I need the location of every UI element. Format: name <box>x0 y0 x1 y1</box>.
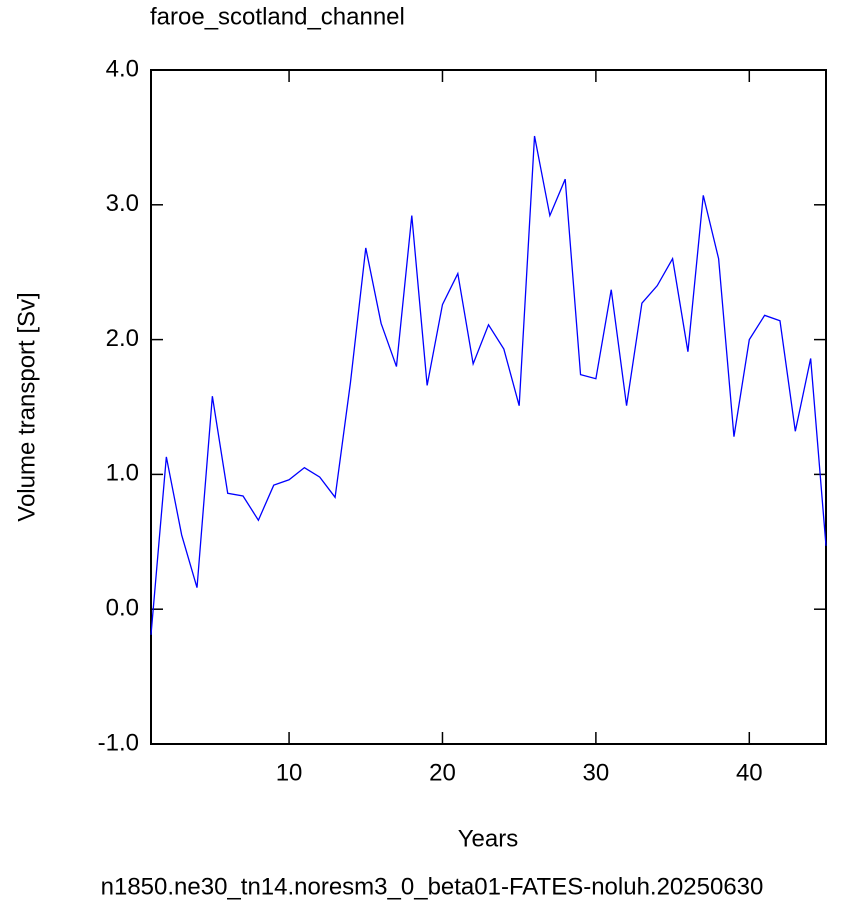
y-tick-label: -1.0 <box>98 729 139 756</box>
y-tick-label: 2.0 <box>106 325 139 352</box>
x-tick-label: 20 <box>429 759 456 786</box>
x-axis-label: Years <box>458 825 519 852</box>
y-tick-label: 0.0 <box>106 595 139 622</box>
plot-frame <box>150 69 827 745</box>
y-tick-label: 4.0 <box>106 55 139 82</box>
y-tick-label: 1.0 <box>106 460 139 487</box>
footer: n1850.ne30_tn14.noresm3_0_beta01-FATES-n… <box>101 873 764 900</box>
x-tick-label: 40 <box>736 759 763 786</box>
y-tick-label: 3.0 <box>106 190 139 217</box>
data-line <box>150 135 827 635</box>
chart-title: faroe_scotland_channel <box>150 3 405 30</box>
y-axis-label: Volume transport [Sv] <box>13 292 40 521</box>
x-tick-label: 30 <box>583 759 610 786</box>
x-tick-label: 10 <box>276 759 303 786</box>
